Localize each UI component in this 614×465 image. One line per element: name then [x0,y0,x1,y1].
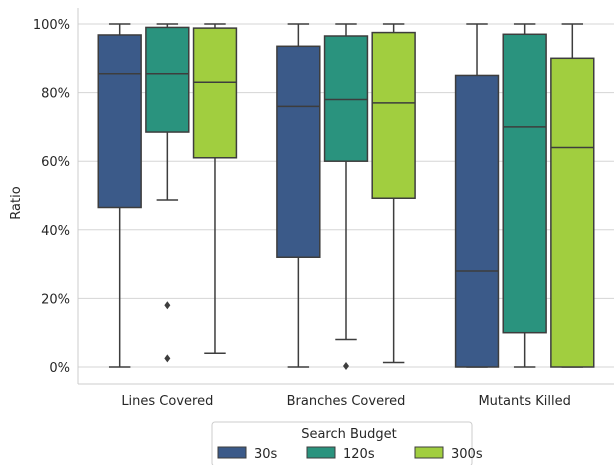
y-tick-label: 80% [41,87,70,102]
legend-label: 300s [451,447,483,462]
x-tick-label: Lines Covered [121,394,213,409]
legend-frame [211,421,473,465]
y-axis-label: Ratio [9,186,24,219]
outlier-marker [164,354,171,363]
x-tick-label: Branches Covered [287,394,406,409]
y-tick-label: 0% [49,361,70,376]
legend: Search Budget 30s 120s 300s [211,421,483,465]
box-plot-area [97,23,595,370]
box [454,74,500,368]
box [145,26,190,133]
box [192,27,238,159]
legend-swatch [306,446,336,459]
box [97,34,142,209]
y-tick-label: 60% [41,155,70,170]
legend-title: Search Budget [301,427,397,442]
outlier-marker [343,361,349,370]
legend-label: 30s [254,447,278,462]
outlier-marker [164,301,171,310]
y-tick-label: 40% [41,224,70,239]
y-tick-label: 20% [41,292,70,307]
y-tick-label: 100% [33,18,70,33]
legend-label: 120s [343,447,375,462]
legend-swatch [414,446,444,459]
box [550,57,595,368]
box [276,45,321,258]
series-120s [145,23,547,370]
x-tick-label: Mutants Killed [478,394,570,409]
series-30s [97,23,500,368]
box [323,35,369,162]
series-300s [192,23,595,368]
box [371,31,416,199]
box [502,33,547,334]
y-axis: 0% 20% 40% 60% 80% 100% [33,8,79,384]
legend-swatch [217,446,247,459]
x-axis: Lines Covered Branches Covered Mutants Kil… [78,383,614,409]
